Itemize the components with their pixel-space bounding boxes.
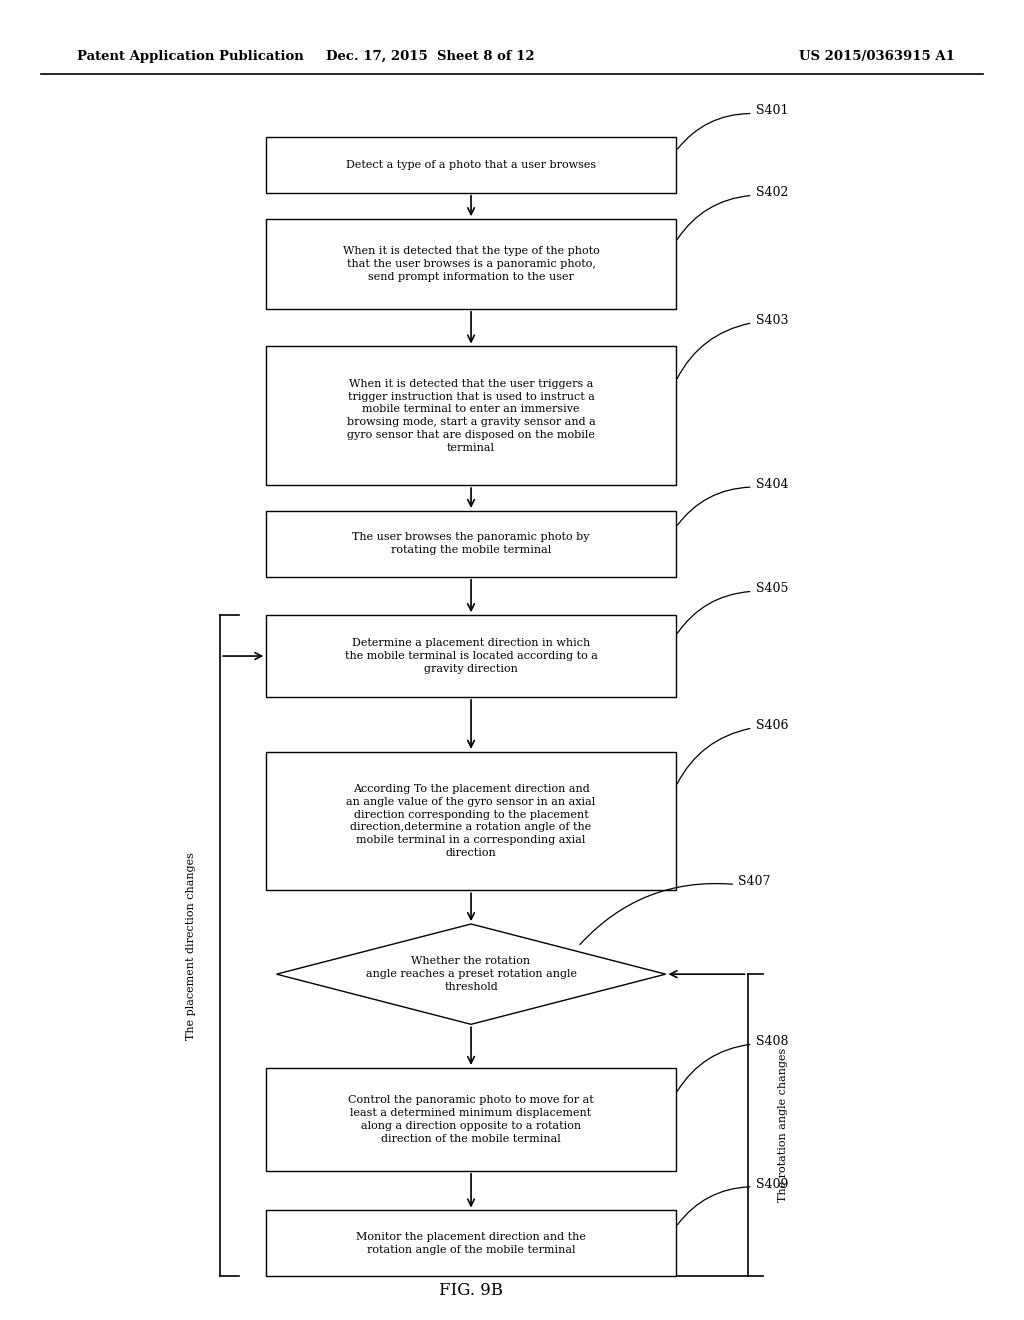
FancyBboxPatch shape xyxy=(266,752,676,890)
Text: Monitor the placement direction and the
rotation angle of the mobile terminal: Monitor the placement direction and the … xyxy=(356,1232,586,1255)
Text: According To the placement direction and
an angle value of the gyro sensor in an: According To the placement direction and… xyxy=(346,784,596,858)
Text: When it is detected that the user triggers a
trigger instruction that is used to: When it is detected that the user trigge… xyxy=(347,379,595,453)
Text: When it is detected that the type of the photo
that the user browses is a panora: When it is detected that the type of the… xyxy=(343,247,599,281)
Text: Determine a placement direction in which
the mobile terminal is located accordin: Determine a placement direction in which… xyxy=(345,639,597,673)
FancyBboxPatch shape xyxy=(266,1210,676,1276)
Text: The user browses the panoramic photo by
rotating the mobile terminal: The user browses the panoramic photo by … xyxy=(352,532,590,556)
Text: US 2015/0363915 A1: US 2015/0363915 A1 xyxy=(799,50,954,63)
Text: S408: S408 xyxy=(756,1035,788,1048)
Text: The rotation angle changes: The rotation angle changes xyxy=(778,1048,788,1203)
Text: S402: S402 xyxy=(756,186,788,199)
Text: S401: S401 xyxy=(756,104,788,117)
FancyBboxPatch shape xyxy=(266,615,676,697)
Text: S409: S409 xyxy=(756,1177,788,1191)
Text: S403: S403 xyxy=(756,314,788,326)
Text: Detect a type of a photo that a user browses: Detect a type of a photo that a user bro… xyxy=(346,160,596,170)
Text: Whether the rotation
angle reaches a preset rotation angle
threshold: Whether the rotation angle reaches a pre… xyxy=(366,957,577,991)
Text: The placement direction changes: The placement direction changes xyxy=(186,851,197,1040)
FancyBboxPatch shape xyxy=(266,219,676,309)
Text: S404: S404 xyxy=(756,478,788,491)
FancyBboxPatch shape xyxy=(266,511,676,577)
FancyBboxPatch shape xyxy=(266,1068,676,1171)
FancyBboxPatch shape xyxy=(266,346,676,484)
Text: Patent Application Publication: Patent Application Publication xyxy=(77,50,303,63)
Text: FIG. 9B: FIG. 9B xyxy=(439,1283,503,1299)
FancyBboxPatch shape xyxy=(266,137,676,193)
Text: S405: S405 xyxy=(756,582,788,595)
Text: S406: S406 xyxy=(756,719,788,731)
Text: Control the panoramic photo to move for at
least a determined minimum displaceme: Control the panoramic photo to move for … xyxy=(348,1096,594,1143)
Text: Dec. 17, 2015  Sheet 8 of 12: Dec. 17, 2015 Sheet 8 of 12 xyxy=(326,50,535,63)
Text: S407: S407 xyxy=(738,875,771,888)
Polygon shape xyxy=(276,924,666,1024)
